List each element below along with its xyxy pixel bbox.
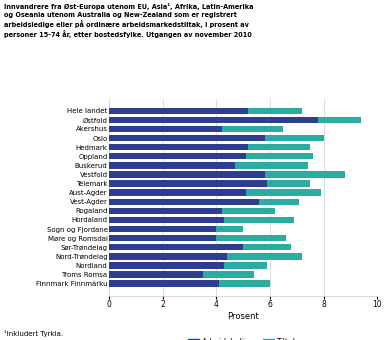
- Bar: [249, 107, 302, 114]
- Bar: [109, 280, 219, 287]
- Bar: [203, 271, 254, 278]
- Bar: [243, 244, 291, 251]
- Bar: [109, 199, 259, 205]
- Bar: [109, 144, 249, 150]
- Legend: Arbeidsledige, Tiltak: Arbeidsledige, Tiltak: [185, 335, 301, 340]
- Bar: [109, 126, 222, 132]
- Bar: [219, 280, 270, 287]
- Bar: [246, 153, 313, 159]
- Bar: [109, 162, 235, 169]
- Bar: [109, 117, 318, 123]
- Text: ¹Inkludert Tyrkia.: ¹Inkludert Tyrkia.: [4, 329, 63, 337]
- Bar: [109, 271, 203, 278]
- Bar: [109, 244, 243, 251]
- Bar: [109, 262, 224, 269]
- Bar: [109, 235, 216, 241]
- Bar: [265, 135, 324, 141]
- Bar: [249, 144, 310, 150]
- Bar: [235, 162, 308, 169]
- Bar: [259, 199, 300, 205]
- Bar: [109, 217, 224, 223]
- Bar: [109, 153, 246, 159]
- Bar: [109, 107, 249, 114]
- X-axis label: Prosent: Prosent: [227, 312, 259, 321]
- Bar: [227, 253, 302, 259]
- Bar: [224, 217, 294, 223]
- Bar: [216, 235, 286, 241]
- Text: Innvandrere fra Øst-Europa utenom EU, Asia¹, Afrika, Latin-Amerika
og Oseania ut: Innvandrere fra Øst-Europa utenom EU, As…: [4, 3, 253, 38]
- Bar: [109, 135, 265, 141]
- Bar: [109, 189, 246, 196]
- Bar: [267, 180, 310, 187]
- Bar: [246, 189, 321, 196]
- Bar: [109, 171, 265, 177]
- Bar: [224, 262, 267, 269]
- Bar: [109, 253, 227, 259]
- Bar: [318, 117, 361, 123]
- Bar: [265, 171, 345, 177]
- Bar: [216, 226, 243, 232]
- Bar: [109, 208, 222, 214]
- Bar: [222, 208, 275, 214]
- Bar: [222, 126, 283, 132]
- Bar: [109, 180, 267, 187]
- Bar: [109, 226, 216, 232]
